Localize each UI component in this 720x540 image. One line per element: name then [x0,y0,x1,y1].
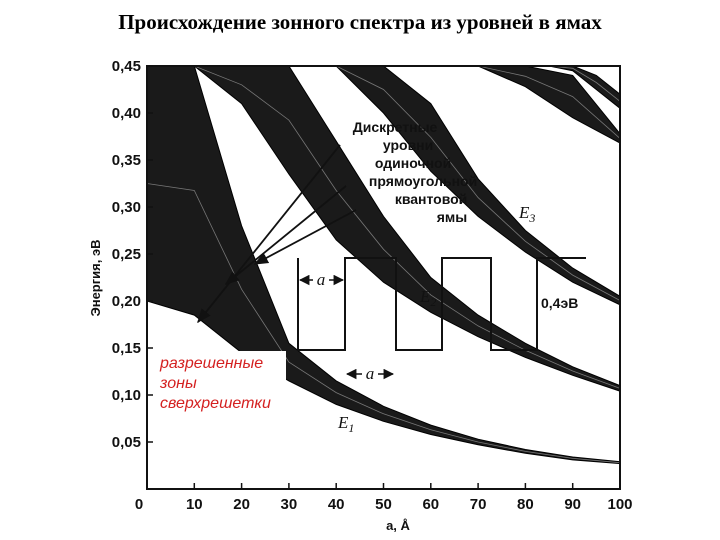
level-line-0 [146,183,621,464]
y-tick-label-6: 0,35 [112,152,141,169]
discrete-levels-line-3: одиночной [375,155,451,171]
x-tick-label-9: 90 [564,496,581,513]
level-line-2 [298,65,621,301]
level-label-e2: E2 [419,287,436,309]
pointer-arrow-level-3 [253,209,357,265]
period-label-bg [362,364,378,382]
y-tick-label-8: 0,45 [112,58,141,75]
allowed-bands-line-1: разрешенные [159,355,263,372]
well-width-label: a [317,270,326,289]
x-tick-label-0: 0 [135,496,143,513]
allowed-bands-label-bg [154,351,286,415]
superlattice-potential-profile [297,257,586,351]
y-tick-label-3: 0,20 [112,293,141,310]
period-label: a [366,364,375,383]
discrete-levels-line-6: ямы [437,209,467,225]
x-tick-label-3: 30 [281,496,298,513]
barrier-height-label: 0,4эВ [541,295,578,311]
slide-title: Происхождение зонного спектра из уровней… [118,10,602,34]
x-tick-label-4: 40 [328,496,345,513]
x-axis-label: a, Å [386,518,410,533]
y-tick-label-1: 0,10 [112,387,141,404]
well-width-label-bg [313,270,329,288]
level-line-1 [170,65,621,389]
discrete-levels-label: Дискретные уровни одиночной прямоугольно… [353,119,481,225]
x-tick-label-5: 50 [375,496,392,513]
x-tick-label-8: 80 [517,496,534,513]
y-tick-label-2: 0,15 [112,340,141,357]
y-tick-label-0: 0,05 [112,434,141,451]
y-axis-label: Энергия, эВ [88,239,103,316]
allowed-bands-line-2: зоны [159,375,197,392]
pointer-arrow-level-2 [224,185,347,285]
discrete-levels-line-4: прямоугольной [369,173,477,189]
x-tick-label-1: 10 [186,496,203,513]
allowed-bands-line-3: сверхрешетки [160,395,271,412]
level-label-e1: E1 [337,413,354,435]
y-tick-label-5: 0,30 [112,199,141,216]
x-tick-label-7: 70 [470,496,487,513]
x-tick-label-2: 20 [233,496,250,513]
discrete-levels-line-5: квантовой [395,191,467,207]
allowed-bands-label: разрешенные зоны сверхрешетки [159,355,271,412]
y-axis-ticks: 0,05 0,10 0,15 0,20 0,25 0,30 0,35 0,40 0,45 [112,58,153,451]
x-tick-label-10: 100 [607,496,632,513]
level-label-e3: E3 [518,203,535,225]
pointer-arrow-level-1 [197,144,341,324]
y-tick-label-4: 0,25 [112,246,141,263]
discrete-levels-line-1: Дискретные [353,119,438,135]
x-tick-label-6: 60 [422,496,439,513]
y-tick-label-7: 0,40 [112,105,141,122]
discrete-levels-line-2: уровни [383,137,433,153]
x-axis-ticks: 0 10 20 30 40 50 60 70 80 90 100 [135,483,633,513]
